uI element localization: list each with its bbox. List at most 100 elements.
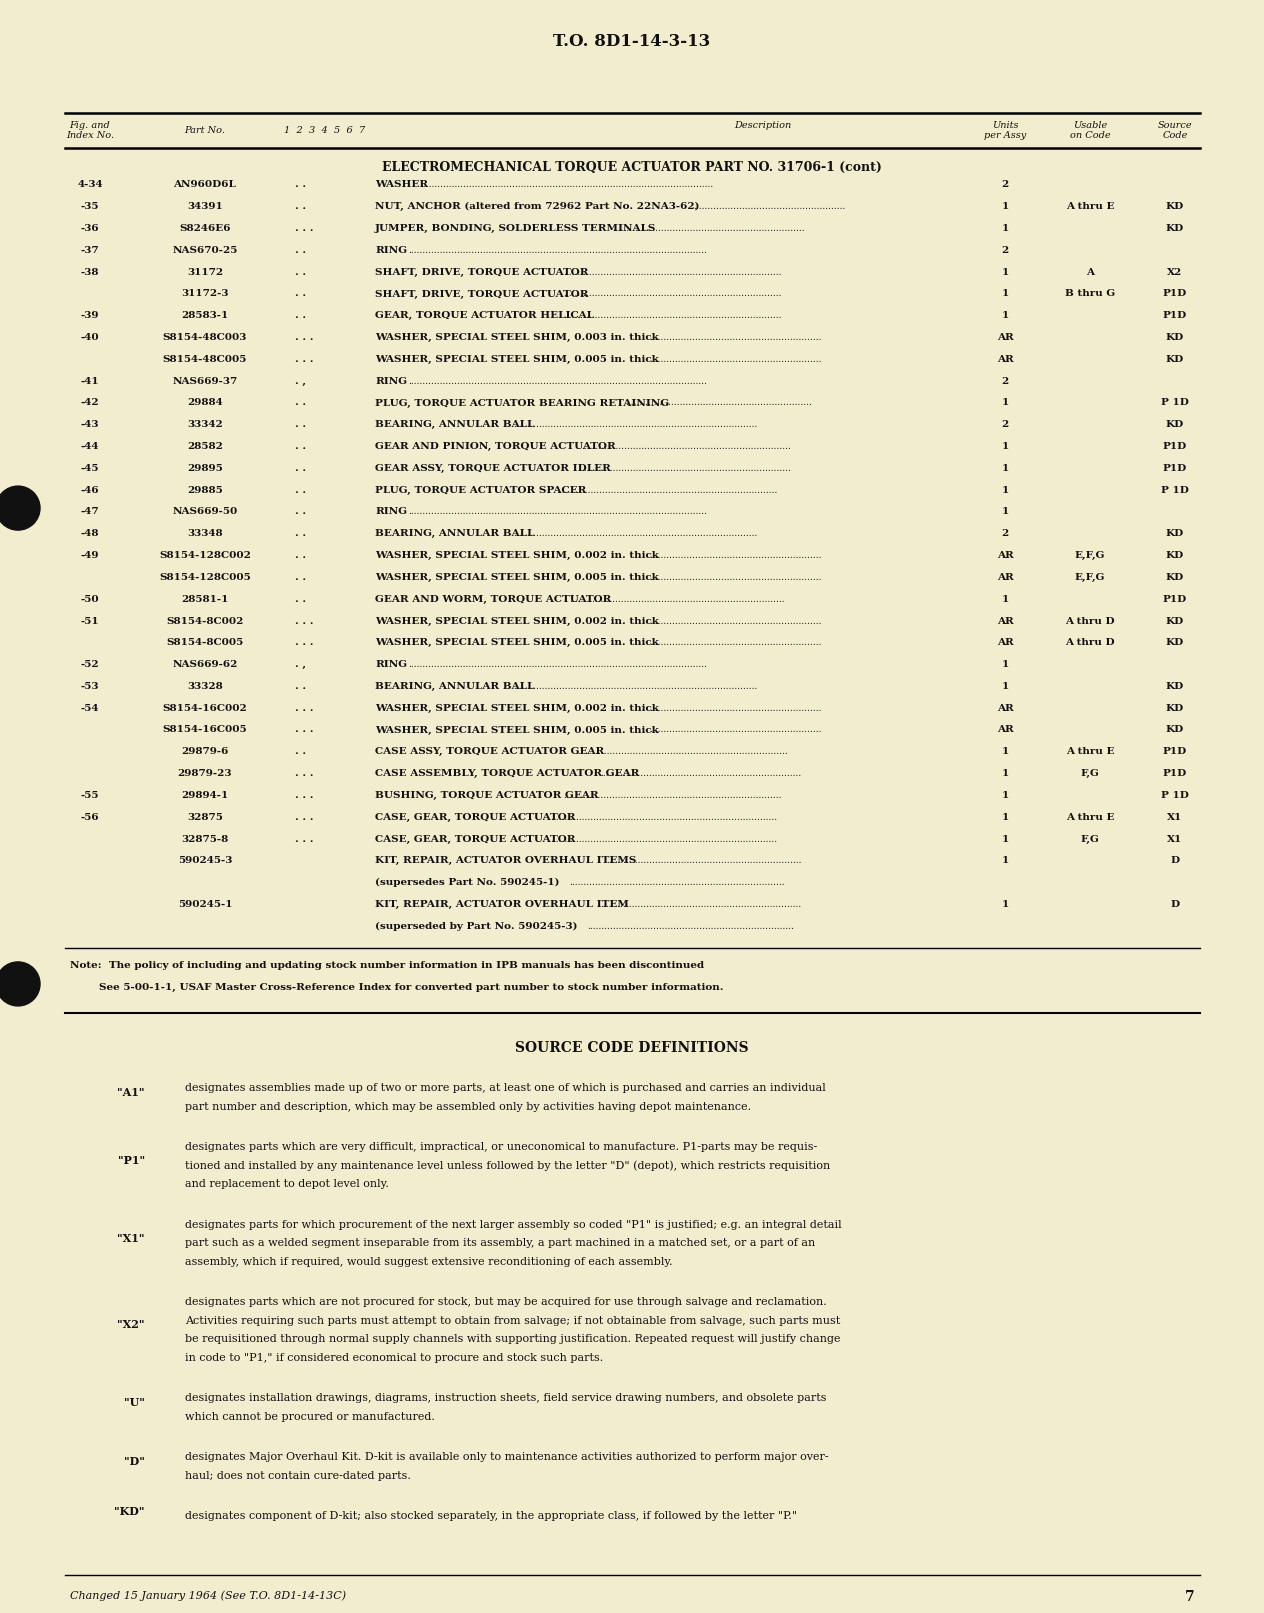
Text: 7: 7 (1186, 1590, 1194, 1603)
Text: AR: AR (996, 334, 1014, 342)
Text: NUT, ANCHOR (altered from 72962 Part No. 22NA3-62): NUT, ANCHOR (altered from 72962 Part No.… (375, 202, 699, 211)
Text: P 1D: P 1D (1162, 790, 1189, 800)
Text: designates parts which are very difficult, impractical, or uneconomical to manuf: designates parts which are very difficul… (185, 1142, 818, 1152)
Text: 1: 1 (1001, 790, 1009, 800)
Text: KIT, REPAIR, ACTUATOR OVERHAUL ITEM: KIT, REPAIR, ACTUATOR OVERHAUL ITEM (375, 900, 629, 908)
Text: . . .: . . . (295, 355, 313, 365)
Text: ................................................................................: ........................................… (408, 508, 707, 516)
Text: B thru G: B thru G (1064, 289, 1115, 298)
Text: GEAR AND WORM, TORQUE ACTUATOR: GEAR AND WORM, TORQUE ACTUATOR (375, 595, 612, 603)
Text: KD: KD (1165, 682, 1184, 690)
Text: ............................................................: ........................................… (650, 616, 822, 626)
Text: which cannot be procured or manufactured.: which cannot be procured or manufactured… (185, 1411, 435, 1421)
Text: Activities requiring such parts must attempt to obtain from salvage; if not obta: Activities requiring such parts must att… (185, 1316, 841, 1326)
Text: 4-34: 4-34 (77, 181, 102, 189)
Text: 1: 1 (1001, 660, 1009, 669)
Text: 1: 1 (1001, 202, 1009, 211)
Text: "P1": "P1" (118, 1155, 145, 1166)
Text: 1: 1 (1001, 747, 1009, 756)
Text: 33342: 33342 (187, 421, 222, 429)
Text: ............................................................................: ........................................… (562, 790, 781, 800)
Text: Usable
on Code: Usable on Code (1069, 121, 1110, 140)
Text: be requisitioned through normal supply channels with supporting justification. R: be requisitioned through normal supply c… (185, 1334, 841, 1344)
Text: 31172-3: 31172-3 (181, 289, 229, 298)
Text: P1D: P1D (1163, 595, 1187, 603)
Text: RING: RING (375, 377, 407, 386)
Text: WASHER, SPECIAL STEEL SHIM, 0.003 in. thick: WASHER, SPECIAL STEEL SHIM, 0.003 in. th… (375, 334, 659, 342)
Text: JUMPER, BONDING, SOLDERLESS TERMINALS: JUMPER, BONDING, SOLDERLESS TERMINALS (375, 224, 656, 234)
Text: 33348: 33348 (187, 529, 222, 539)
Text: A thru E: A thru E (1066, 813, 1115, 821)
Text: ................................................................................: ........................................… (513, 529, 757, 539)
Text: (supersedes Part No. 590245-1): (supersedes Part No. 590245-1) (375, 877, 560, 887)
Text: -35: -35 (81, 202, 100, 211)
Text: in code to "P1," if considered economical to procure and stock such parts.: in code to "P1," if considered economica… (185, 1353, 603, 1363)
Text: 1: 1 (1001, 268, 1009, 277)
Text: 590245-1: 590245-1 (178, 900, 233, 908)
Text: D: D (1170, 857, 1179, 865)
Text: . . .: . . . (295, 834, 313, 844)
Text: -51: -51 (81, 616, 100, 626)
Text: ........................................................................: ........................................… (588, 921, 795, 931)
Text: 32875: 32875 (187, 813, 222, 821)
Text: RING: RING (375, 660, 407, 669)
Text: 31172: 31172 (187, 268, 222, 277)
Text: .........................................................................: ........................................… (581, 465, 791, 473)
Text: F,G: F,G (1081, 769, 1100, 777)
Text: .....................................................: ........................................… (693, 202, 846, 211)
Text: P1D: P1D (1163, 311, 1187, 321)
Text: . .: . . (295, 682, 306, 690)
Text: ...................................................................: ........................................… (612, 224, 805, 234)
Text: X2: X2 (1168, 268, 1183, 277)
Text: KD: KD (1165, 726, 1184, 734)
Text: WASHER, SPECIAL STEEL SHIM, 0.002 in. thick: WASHER, SPECIAL STEEL SHIM, 0.002 in. th… (375, 552, 659, 560)
Text: T.O. 8D1-14-3-13: T.O. 8D1-14-3-13 (554, 32, 710, 50)
Text: -42: -42 (81, 398, 100, 408)
Text: -47: -47 (81, 508, 100, 516)
Text: KD: KD (1165, 616, 1184, 626)
Text: -40: -40 (81, 334, 100, 342)
Text: 29894-1: 29894-1 (181, 790, 229, 800)
Text: ..........................................................................: ........................................… (575, 747, 787, 756)
Text: P 1D: P 1D (1162, 398, 1189, 408)
Text: . . .: . . . (295, 790, 313, 800)
Text: designates parts which are not procured for stock, but may be acquired for use t: designates parts which are not procured … (185, 1297, 827, 1307)
Circle shape (0, 961, 40, 1007)
Text: tioned and installed by any maintenance level unless followed by the letter "D" : tioned and installed by any maintenance … (185, 1161, 830, 1171)
Text: NAS669-50: NAS669-50 (172, 508, 238, 516)
Text: WASHER: WASHER (375, 181, 428, 189)
Text: ...........................................................................: ........................................… (569, 877, 785, 887)
Text: AR: AR (996, 726, 1014, 734)
Text: -50: -50 (81, 595, 100, 603)
Text: KD: KD (1165, 552, 1184, 560)
Text: 1: 1 (1001, 508, 1009, 516)
Text: D: D (1170, 900, 1179, 908)
Text: 1  2  3  4  5  6  7: 1 2 3 4 5 6 7 (284, 126, 365, 135)
Text: . .: . . (295, 508, 306, 516)
Text: . .: . . (295, 245, 306, 255)
Text: KIT, REPAIR, ACTUATOR OVERHAUL ITEMS: KIT, REPAIR, ACTUATOR OVERHAUL ITEMS (375, 857, 636, 865)
Text: part number and description, which may be assembled only by activities having de: part number and description, which may b… (185, 1102, 751, 1111)
Text: . .: . . (295, 442, 306, 452)
Text: "A1": "A1" (118, 1087, 145, 1098)
Text: -41: -41 (81, 377, 100, 386)
Text: X1: X1 (1168, 813, 1183, 821)
Text: -36: -36 (81, 224, 100, 234)
Text: -38: -38 (81, 268, 100, 277)
Text: ......................................................................: ........................................… (600, 900, 801, 908)
Text: CASE ASSY, TORQUE ACTUATOR GEAR: CASE ASSY, TORQUE ACTUATOR GEAR (375, 747, 604, 756)
Text: designates assemblies made up of two or more parts, at least one of which is pur: designates assemblies made up of two or … (185, 1084, 825, 1094)
Text: S8154-128C002: S8154-128C002 (159, 552, 252, 560)
Text: -39: -39 (81, 311, 100, 321)
Text: "D": "D" (124, 1457, 145, 1466)
Text: 1: 1 (1001, 289, 1009, 298)
Text: . . .: . . . (295, 703, 313, 713)
Text: WASHER, SPECIAL STEEL SHIM, 0.002 in. thick: WASHER, SPECIAL STEEL SHIM, 0.002 in. th… (375, 703, 659, 713)
Text: S8154-8C002: S8154-8C002 (167, 616, 244, 626)
Text: . ,: . , (295, 660, 306, 669)
Text: 29879-6: 29879-6 (181, 747, 229, 756)
Text: 28581-1: 28581-1 (181, 595, 229, 603)
Text: . . .: . . . (295, 224, 313, 234)
Text: -48: -48 (81, 529, 100, 539)
Text: 1: 1 (1001, 465, 1009, 473)
